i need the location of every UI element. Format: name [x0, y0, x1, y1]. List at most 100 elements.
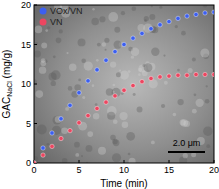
texture-blob — [151, 48, 159, 56]
texture-blob — [120, 71, 129, 80]
texture-blob — [56, 38, 62, 44]
texture-blob — [175, 25, 178, 28]
legend-label: VN — [50, 17, 63, 27]
texture-blob — [129, 158, 136, 163]
data — [34, 10, 214, 163]
texture-blob — [102, 42, 106, 46]
point — [95, 68, 99, 72]
texture-blob — [131, 56, 134, 59]
texture-blob — [86, 145, 93, 152]
point — [149, 76, 153, 80]
y-tick — [34, 44, 37, 45]
point — [176, 73, 180, 77]
plot-frame — [34, 5, 214, 163]
legend-label: VOx/VN — [50, 6, 83, 16]
point — [68, 128, 72, 132]
texture-blob — [84, 61, 93, 70]
texture-blob — [159, 6, 162, 9]
texture-blob — [74, 84, 81, 91]
background-image — [34, 5, 214, 163]
y-label-unit: (mg/g) — [1, 50, 12, 82]
texture-blob — [173, 113, 177, 117]
texture-blob — [81, 58, 86, 63]
point — [50, 144, 54, 148]
x-tick — [79, 160, 80, 163]
texture-blob — [47, 143, 50, 146]
texture-blob — [68, 86, 73, 91]
texture-blob — [45, 29, 48, 32]
texture-blob — [161, 104, 165, 108]
point — [167, 74, 171, 78]
texture-blob — [107, 112, 115, 120]
texture-blob — [53, 55, 56, 58]
texture-blob — [138, 73, 141, 76]
point — [149, 27, 153, 31]
texture-blob — [131, 47, 139, 55]
texture-blob — [181, 119, 188, 126]
texture-blob — [35, 42, 38, 45]
texture-blob — [116, 72, 121, 77]
texture-blob — [114, 41, 122, 49]
texture-blob — [96, 59, 99, 62]
texture-blob — [121, 11, 125, 15]
x-tick — [124, 160, 125, 163]
y-tick — [34, 123, 37, 124]
texture-blob — [49, 73, 57, 81]
point — [59, 117, 63, 121]
x-tick — [214, 160, 215, 163]
point — [104, 100, 108, 104]
texture-blob — [206, 144, 210, 148]
point — [167, 19, 171, 23]
x-axis-label: Time (min) — [100, 178, 147, 189]
y-axis-label: GACNaCl (mg/g) — [1, 50, 13, 119]
point — [194, 72, 198, 76]
point — [212, 72, 214, 76]
point — [34, 161, 36, 163]
texture-blob — [66, 52, 68, 54]
texture-blob — [192, 109, 197, 114]
point — [185, 14, 189, 18]
texture-blob — [110, 61, 116, 67]
texture-blob — [65, 107, 69, 111]
x-tick-label: 5 — [76, 165, 81, 175]
texture-blob — [133, 93, 136, 96]
point — [158, 75, 162, 79]
texture-blob — [177, 69, 180, 72]
point — [140, 79, 144, 83]
point — [140, 31, 144, 35]
texture-blob — [62, 158, 68, 163]
point — [68, 103, 72, 107]
point — [158, 23, 162, 27]
point — [86, 79, 90, 83]
point — [185, 73, 189, 77]
texture-blob — [181, 31, 186, 36]
point — [77, 90, 81, 94]
texture-blob — [113, 119, 118, 124]
scale-bar — [168, 151, 205, 153]
texture-blob — [59, 29, 63, 33]
point — [131, 83, 135, 87]
texture-blob — [92, 84, 95, 87]
texture-blob — [113, 91, 115, 93]
point — [176, 16, 180, 20]
texture-blob — [143, 23, 152, 32]
texture-blob — [112, 139, 118, 145]
texture-blob — [37, 124, 47, 134]
texture-blob — [132, 7, 137, 12]
texture-blob — [51, 81, 56, 86]
texture-blob — [34, 50, 41, 57]
legend-marker — [40, 19, 47, 26]
texture-blob — [112, 84, 115, 87]
point — [104, 58, 108, 62]
texture-blob — [200, 48, 209, 57]
point — [203, 11, 207, 15]
texture-blob — [144, 16, 149, 21]
texture-blob — [192, 57, 196, 61]
point — [194, 12, 198, 16]
texture-blob — [61, 127, 68, 134]
texture-blob — [177, 99, 183, 105]
texture-blob — [163, 54, 165, 56]
scale-bar-label: 2.0 μm — [173, 138, 201, 148]
texture-blob — [98, 147, 106, 155]
texture-blob — [35, 90, 43, 98]
